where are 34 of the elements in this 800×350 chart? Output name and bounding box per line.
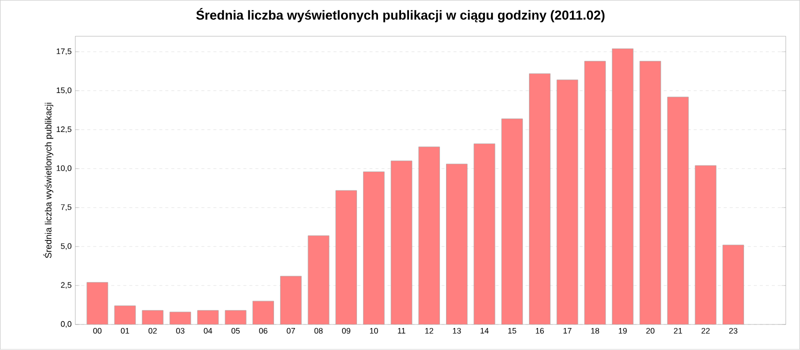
x-tick-label: 00: [93, 328, 102, 334]
x-tick-label: 18: [591, 328, 600, 334]
x-tick-label: 09: [342, 328, 350, 334]
x-tick-label: 15: [508, 328, 516, 334]
x-tick-label: 23: [729, 328, 738, 334]
x-tick-label: 02: [148, 328, 157, 334]
x-tick-label: 14: [480, 328, 489, 334]
y-tick-label: 17,5: [56, 48, 72, 56]
x-tick-label: 10: [370, 328, 378, 334]
x-tick-label: 19: [618, 328, 627, 334]
chart-title: Średnia liczba wyświetlonych publikacji w ciągu godziny (2011.02): [196, 8, 604, 23]
y-tick-label: 5,0: [60, 243, 72, 250]
x-tick-label: 01: [120, 328, 130, 334]
y-tick-label: 7,5: [61, 204, 72, 212]
x-tick-label: 06: [259, 328, 268, 334]
x-tick-label: 12: [425, 328, 434, 334]
x-tick-label: 08: [314, 328, 323, 334]
x-tick-label: 21: [674, 328, 682, 334]
x-tick-label: 22: [702, 328, 710, 334]
x-tick-label: 11: [398, 328, 406, 334]
y-tick-label: 12,5: [56, 126, 72, 134]
y-tick-label: 0,0: [60, 321, 72, 328]
x-tick-label: 13: [452, 328, 461, 334]
y-tick-label: 10,0: [56, 166, 72, 172]
y-axis-title: Średnia liczba wyświetlonych publikacji: [43, 103, 54, 258]
x-tick-label: 05: [231, 328, 240, 334]
x-tick-label: 04: [204, 328, 212, 334]
y-tick-label: 2,5: [61, 282, 72, 289]
x-tick-label: 20: [646, 328, 654, 334]
x-tick-label: 17: [564, 328, 572, 334]
y-tick-label: 15,0: [56, 88, 72, 94]
x-tick-label: 16: [536, 328, 544, 334]
x-tick-label: 03: [176, 328, 184, 334]
x-tick-label: 07: [286, 328, 295, 334]
